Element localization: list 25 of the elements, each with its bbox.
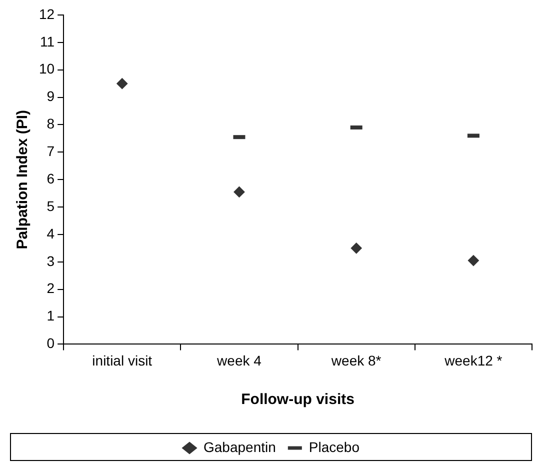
y-tick-label: 9: [46, 88, 55, 104]
point: [116, 78, 128, 90]
y-tick-label: 8: [46, 116, 55, 132]
point: [350, 242, 362, 254]
x-axis-title: Follow-up visits: [241, 391, 354, 408]
y-tick-label: 2: [46, 280, 55, 296]
x-tick-label: week 4: [216, 352, 262, 368]
y-tick-label: 7: [46, 143, 55, 160]
x-tick-label: initial visit: [92, 352, 152, 368]
y-tick-label: 11: [40, 33, 55, 50]
y-tick-label: 12: [38, 6, 55, 22]
y-axis-title: Palpation Index (PI): [14, 110, 32, 250]
legend-label: Gabapentin: [204, 438, 276, 455]
point: [468, 255, 479, 266]
y-tick-label: 4: [46, 225, 55, 242]
y-tick-label: 6: [46, 170, 55, 186]
legend-label: Placebo: [308, 438, 360, 455]
x-tick-label: week 8*: [330, 352, 382, 368]
point: [234, 186, 245, 198]
x-tick-label: week12 *: [444, 352, 503, 368]
y-tick-label: 1: [46, 308, 55, 324]
y-tick-label: 10: [38, 60, 55, 77]
y-tick-label: 0: [46, 335, 55, 352]
y-tick-label: 3: [46, 252, 55, 269]
y-tick-label: 5: [46, 198, 55, 214]
